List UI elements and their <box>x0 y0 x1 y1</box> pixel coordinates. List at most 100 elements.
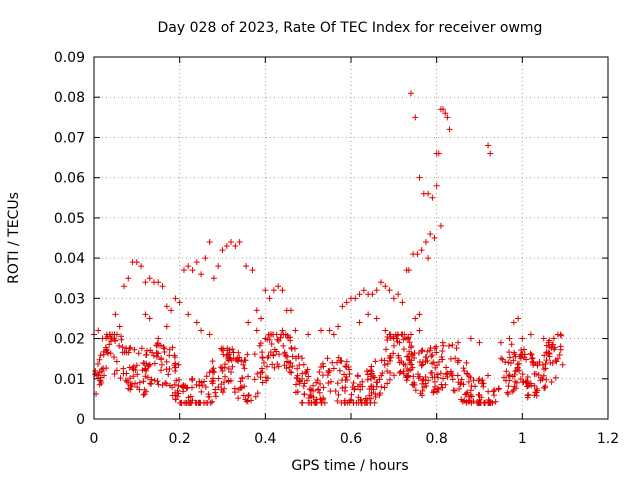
data-point <box>346 366 353 373</box>
data-point <box>329 359 336 366</box>
data-point <box>351 386 358 393</box>
data-point <box>414 251 421 258</box>
data-point <box>444 114 451 121</box>
data-point <box>268 340 275 347</box>
data-point <box>367 399 374 406</box>
y-tick-label: 0.07 <box>54 130 85 146</box>
data-point <box>193 259 200 266</box>
data-point <box>275 283 282 290</box>
data-point <box>447 368 454 375</box>
data-point <box>183 385 190 392</box>
data-point <box>440 375 447 382</box>
data-point <box>535 371 542 378</box>
data-point <box>274 361 281 368</box>
data-point <box>143 347 150 354</box>
data-point <box>399 299 406 306</box>
data-point <box>528 382 535 389</box>
data-point <box>403 372 410 379</box>
data-point <box>235 349 242 356</box>
x-tick-label: 1.2 <box>597 431 619 447</box>
data-point <box>422 380 429 387</box>
data-point <box>136 379 143 386</box>
data-point <box>176 299 183 306</box>
data-point <box>431 235 438 241</box>
data-point <box>245 373 252 380</box>
data-point <box>485 142 492 149</box>
x-tick-label: 0.2 <box>169 431 191 447</box>
data-point <box>211 369 218 376</box>
data-point <box>373 315 380 322</box>
data-point <box>245 391 252 398</box>
data-point <box>205 391 212 398</box>
data-point <box>172 367 179 374</box>
data-point <box>100 348 107 355</box>
data-point <box>270 287 277 294</box>
data-point <box>386 355 393 362</box>
data-point <box>263 377 270 384</box>
data-point <box>405 367 412 374</box>
data-point <box>506 372 513 379</box>
data-point <box>422 239 429 246</box>
data-point <box>412 315 419 322</box>
data-point <box>527 331 534 338</box>
data-point <box>98 366 105 373</box>
data-point <box>510 357 517 364</box>
data-point <box>147 347 154 354</box>
data-point <box>454 372 461 379</box>
data-point <box>126 375 133 382</box>
data-point <box>368 370 375 377</box>
data-point <box>253 307 260 314</box>
data-point <box>455 357 462 364</box>
data-point <box>245 319 252 326</box>
data-point <box>179 383 186 390</box>
data-point <box>320 363 327 370</box>
data-point <box>288 307 295 314</box>
data-point <box>155 335 162 342</box>
data-point <box>338 399 345 406</box>
data-point <box>146 275 153 282</box>
data-point <box>531 392 538 399</box>
data-point <box>429 351 436 358</box>
data-point <box>529 355 536 362</box>
data-point <box>153 342 160 349</box>
data-point <box>455 379 462 386</box>
data-point <box>97 352 104 359</box>
data-point <box>410 373 417 380</box>
data-point <box>180 267 187 274</box>
data-point <box>533 392 540 399</box>
data-point <box>153 353 160 360</box>
data-point <box>241 365 248 372</box>
data-point <box>524 383 531 390</box>
data-point <box>404 373 411 380</box>
data-point <box>422 374 429 381</box>
data-point <box>463 390 470 397</box>
data-point <box>543 376 550 383</box>
data-point <box>260 359 267 366</box>
data-point <box>183 399 190 406</box>
data-point <box>550 335 557 342</box>
data-point <box>130 366 137 373</box>
data-point <box>233 356 240 363</box>
data-point <box>343 358 350 365</box>
data-point <box>294 365 301 372</box>
data-point <box>103 346 110 353</box>
data-point <box>474 399 481 406</box>
data-point <box>298 399 305 406</box>
data-point <box>485 396 492 403</box>
data-point <box>96 356 103 363</box>
data-point <box>248 397 255 404</box>
data-point <box>534 360 541 367</box>
data-point <box>542 361 549 368</box>
data-point <box>352 295 359 302</box>
data-point <box>215 263 222 270</box>
y-tick-label: 0.05 <box>54 211 85 227</box>
data-point <box>288 345 295 352</box>
data-point <box>168 307 175 314</box>
data-point <box>133 362 140 369</box>
data-point <box>551 346 558 353</box>
data-point <box>517 351 524 358</box>
data-point <box>159 382 166 389</box>
data-point <box>245 392 252 399</box>
data-point <box>442 381 449 388</box>
data-point <box>372 393 379 400</box>
